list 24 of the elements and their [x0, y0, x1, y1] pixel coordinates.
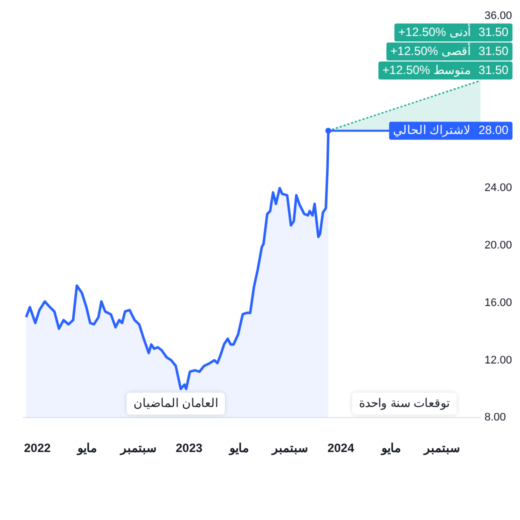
x-tick-label: سبتمبر [119, 441, 156, 456]
x-tick-label: سبتمبر [271, 441, 308, 456]
x-tick-label: مايو [76, 441, 97, 456]
y-tick-label: 12.00 [484, 354, 512, 366]
y-tick-label: 20.00 [484, 240, 512, 252]
x-tick-label: مايو [380, 441, 401, 456]
annotation: +12.50% أدنى [398, 24, 470, 39]
data-label: 31.50 [478, 62, 509, 77]
y-tick-label: 8.00 [484, 412, 506, 424]
x-tick-label: 2022 [24, 441, 52, 456]
y-tick-label: 36.00 [484, 10, 512, 22]
x-tick-label: سبتمبر [423, 441, 460, 456]
series-label: +12.50% متوسط [382, 62, 470, 77]
y-tick-label: 16.00 [484, 296, 512, 309]
annotation: 31.50 [478, 44, 509, 58]
annotation: 31.50 [478, 24, 509, 39]
annotation: العامان الماضيان [134, 396, 218, 410]
y-tick-label: 24.00 [484, 182, 512, 194]
annotation: توقعات سنة واحدة [359, 396, 450, 410]
annotation: +12.50% أقصى [390, 42, 470, 58]
x-tick-label: مايو [228, 441, 248, 456]
annotation: 28.00 [478, 123, 509, 138]
x-tick-label: 2023 [176, 441, 203, 456]
x-tick-label: 2024 [327, 441, 354, 456]
